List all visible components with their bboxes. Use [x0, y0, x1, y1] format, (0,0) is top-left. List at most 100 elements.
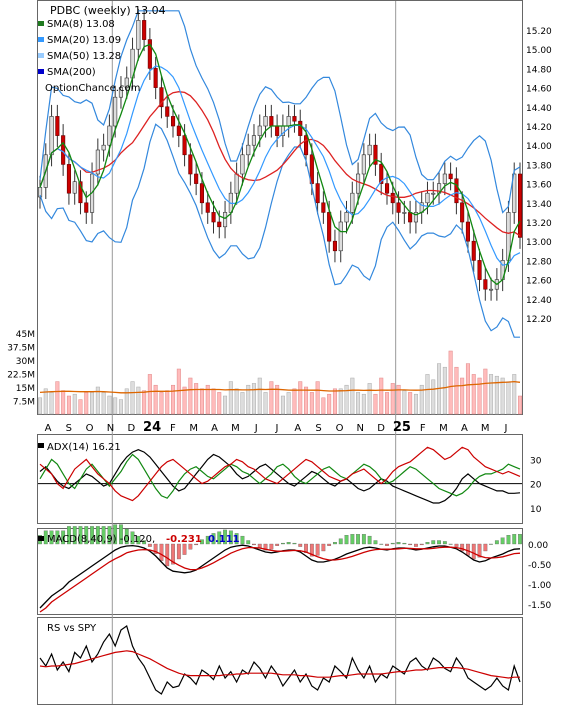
volume-bar: [107, 395, 112, 415]
volume-bar: [205, 384, 210, 415]
price-ytick-label: 15.00: [526, 46, 552, 56]
macd-histogram-bar: [431, 540, 436, 545]
candle-body: [78, 181, 83, 204]
x-axis-label: A: [211, 423, 218, 434]
volume-bar: [286, 392, 291, 415]
sma8-line: [39, 43, 521, 286]
volume-bar: [338, 388, 343, 415]
legend-sma20: SMA(20) 13.09: [47, 35, 121, 46]
volume-bar: [518, 395, 523, 415]
volume-bar: [38, 397, 43, 415]
volume-bar: [425, 374, 430, 415]
candle-body: [257, 125, 262, 136]
candle-body: [448, 173, 453, 180]
candle-body: [263, 116, 268, 127]
candle-body: [512, 173, 517, 213]
candle-body: [471, 240, 476, 261]
macd-annotation-hist: 0.111: [208, 534, 240, 545]
macd-histogram-bar: [448, 543, 453, 545]
volume-bar: [471, 374, 476, 415]
candle-body: [240, 154, 245, 175]
x-axis-label: J: [504, 423, 508, 434]
volume-bar: [251, 383, 256, 415]
x-axis-label: J: [275, 423, 279, 434]
volume-bar: [269, 381, 274, 415]
price-title: PDBC (weekly) 13.04: [50, 4, 166, 17]
volume-bar: [147, 374, 152, 415]
macd-histogram-bar: [228, 530, 233, 545]
volume-bar: [483, 368, 488, 415]
candle-body: [113, 96, 118, 127]
macd-histogram-bar: [211, 533, 216, 545]
volume-bar: [350, 377, 355, 415]
volume-bar: [419, 384, 424, 415]
volume-bar: [61, 390, 66, 415]
macd-histogram-bar: [338, 538, 343, 545]
volume-bar: [240, 392, 245, 415]
x-axis-label: S: [315, 423, 321, 434]
candle-body: [118, 87, 123, 98]
candle-body: [379, 164, 384, 184]
volume-bar: [280, 395, 285, 415]
candle-body: [309, 154, 314, 184]
macd-histogram-bar: [101, 526, 106, 545]
sma20-line: [39, 65, 521, 266]
volume-bar: [72, 393, 77, 415]
volume-bar: [373, 393, 378, 415]
price-ytick-label: 14.00: [526, 142, 552, 152]
macd-histogram-bar: [182, 543, 187, 555]
x-axis-label: M: [439, 423, 448, 434]
volume-bar: [448, 350, 453, 415]
adx-ytick-label: 20: [530, 481, 542, 491]
macd-histogram-bar: [107, 526, 112, 545]
rs-panel-frame: [37, 617, 523, 705]
volume-ytick-label: 30M: [16, 357, 35, 367]
rs-title: RS vs SPY: [47, 623, 97, 634]
candle-body: [477, 260, 482, 280]
candle-body: [298, 120, 303, 136]
macd-histogram-bar: [385, 543, 389, 546]
rs-series-line: [39, 625, 521, 695]
macd-histogram-bar: [361, 534, 366, 545]
volume-bar: [165, 390, 170, 415]
volume-bar: [275, 384, 280, 415]
macd-panel-frame: [37, 528, 523, 615]
volume-ytick-label: 15M: [16, 384, 35, 394]
candle-body: [355, 173, 361, 194]
candle-body: [327, 212, 332, 242]
macd-histogram-bar: [119, 524, 123, 545]
macd-ytick-label: -1.50: [528, 601, 552, 611]
price-ytick-label: 14.60: [526, 85, 552, 95]
volume-bar: [304, 386, 309, 415]
x-axis-label: D: [127, 423, 135, 434]
candle-body: [275, 125, 280, 136]
macd-histogram-bar: [494, 540, 499, 545]
volume-bar: [49, 392, 54, 415]
macd-histogram-bar: [263, 543, 268, 551]
price-indicator-lines: [39, 10, 521, 338]
volume-bar: [506, 381, 511, 415]
candle-body: [390, 192, 395, 204]
candle-body: [454, 178, 459, 204]
macd-histogram-bar: [171, 543, 175, 565]
x-axis-label: N: [357, 423, 364, 434]
x-axis-label: M: [481, 423, 490, 434]
volume-ytick-label: 45M: [16, 330, 35, 340]
legend-swatch-sma8: [38, 21, 44, 26]
candle-body: [431, 192, 436, 195]
macd-histogram-bar: [367, 535, 372, 545]
price-ytick-label: 12.60: [526, 277, 552, 287]
candle-body: [217, 221, 222, 228]
adx-series-line: [39, 446, 521, 502]
volume-bar: [332, 388, 337, 415]
price-ytick-label: 13.80: [526, 161, 552, 171]
candle-body: [517, 173, 523, 238]
macd-histogram-bar: [344, 535, 349, 545]
price-legend: SMA(8) 13.08 SMA(20) 13.09 SMA(50) 13.28…: [38, 19, 140, 94]
macd-histogram-bar: [518, 534, 522, 545]
macd-histogram-bar: [269, 543, 274, 550]
price-ytick-label: 12.80: [526, 257, 552, 267]
candle-body: [136, 20, 141, 50]
candle-body: [66, 164, 71, 194]
volume-ytick-label: 37.5M: [7, 344, 35, 354]
